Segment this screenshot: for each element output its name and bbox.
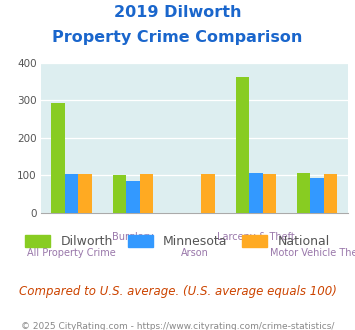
Bar [297, 173, 310, 213]
Text: All Property Crime: All Property Crime [27, 248, 116, 258]
Bar [249, 173, 263, 213]
Bar [126, 181, 140, 213]
Text: Burglary: Burglary [112, 232, 154, 242]
Legend: Dilworth, Minnesota, National: Dilworth, Minnesota, National [21, 230, 334, 253]
Text: © 2025 CityRating.com - https://www.cityrating.com/crime-statistics/: © 2025 CityRating.com - https://www.city… [21, 322, 334, 330]
Bar [201, 174, 215, 213]
Text: Larceny & Theft: Larceny & Theft [217, 232, 295, 242]
Text: 2019 Dilworth: 2019 Dilworth [114, 5, 241, 20]
Bar [51, 103, 65, 213]
Bar [113, 175, 126, 213]
Bar [310, 178, 324, 213]
Bar [235, 77, 249, 213]
Bar [324, 174, 338, 213]
Text: Property Crime Comparison: Property Crime Comparison [52, 30, 303, 45]
Text: Motor Vehicle Theft: Motor Vehicle Theft [270, 248, 355, 258]
Text: Compared to U.S. average. (U.S. average equals 100): Compared to U.S. average. (U.S. average … [18, 285, 337, 298]
Bar [140, 174, 153, 213]
Bar [65, 174, 78, 213]
Bar [78, 174, 92, 213]
Text: Arson: Arson [180, 248, 208, 258]
Bar [263, 174, 276, 213]
